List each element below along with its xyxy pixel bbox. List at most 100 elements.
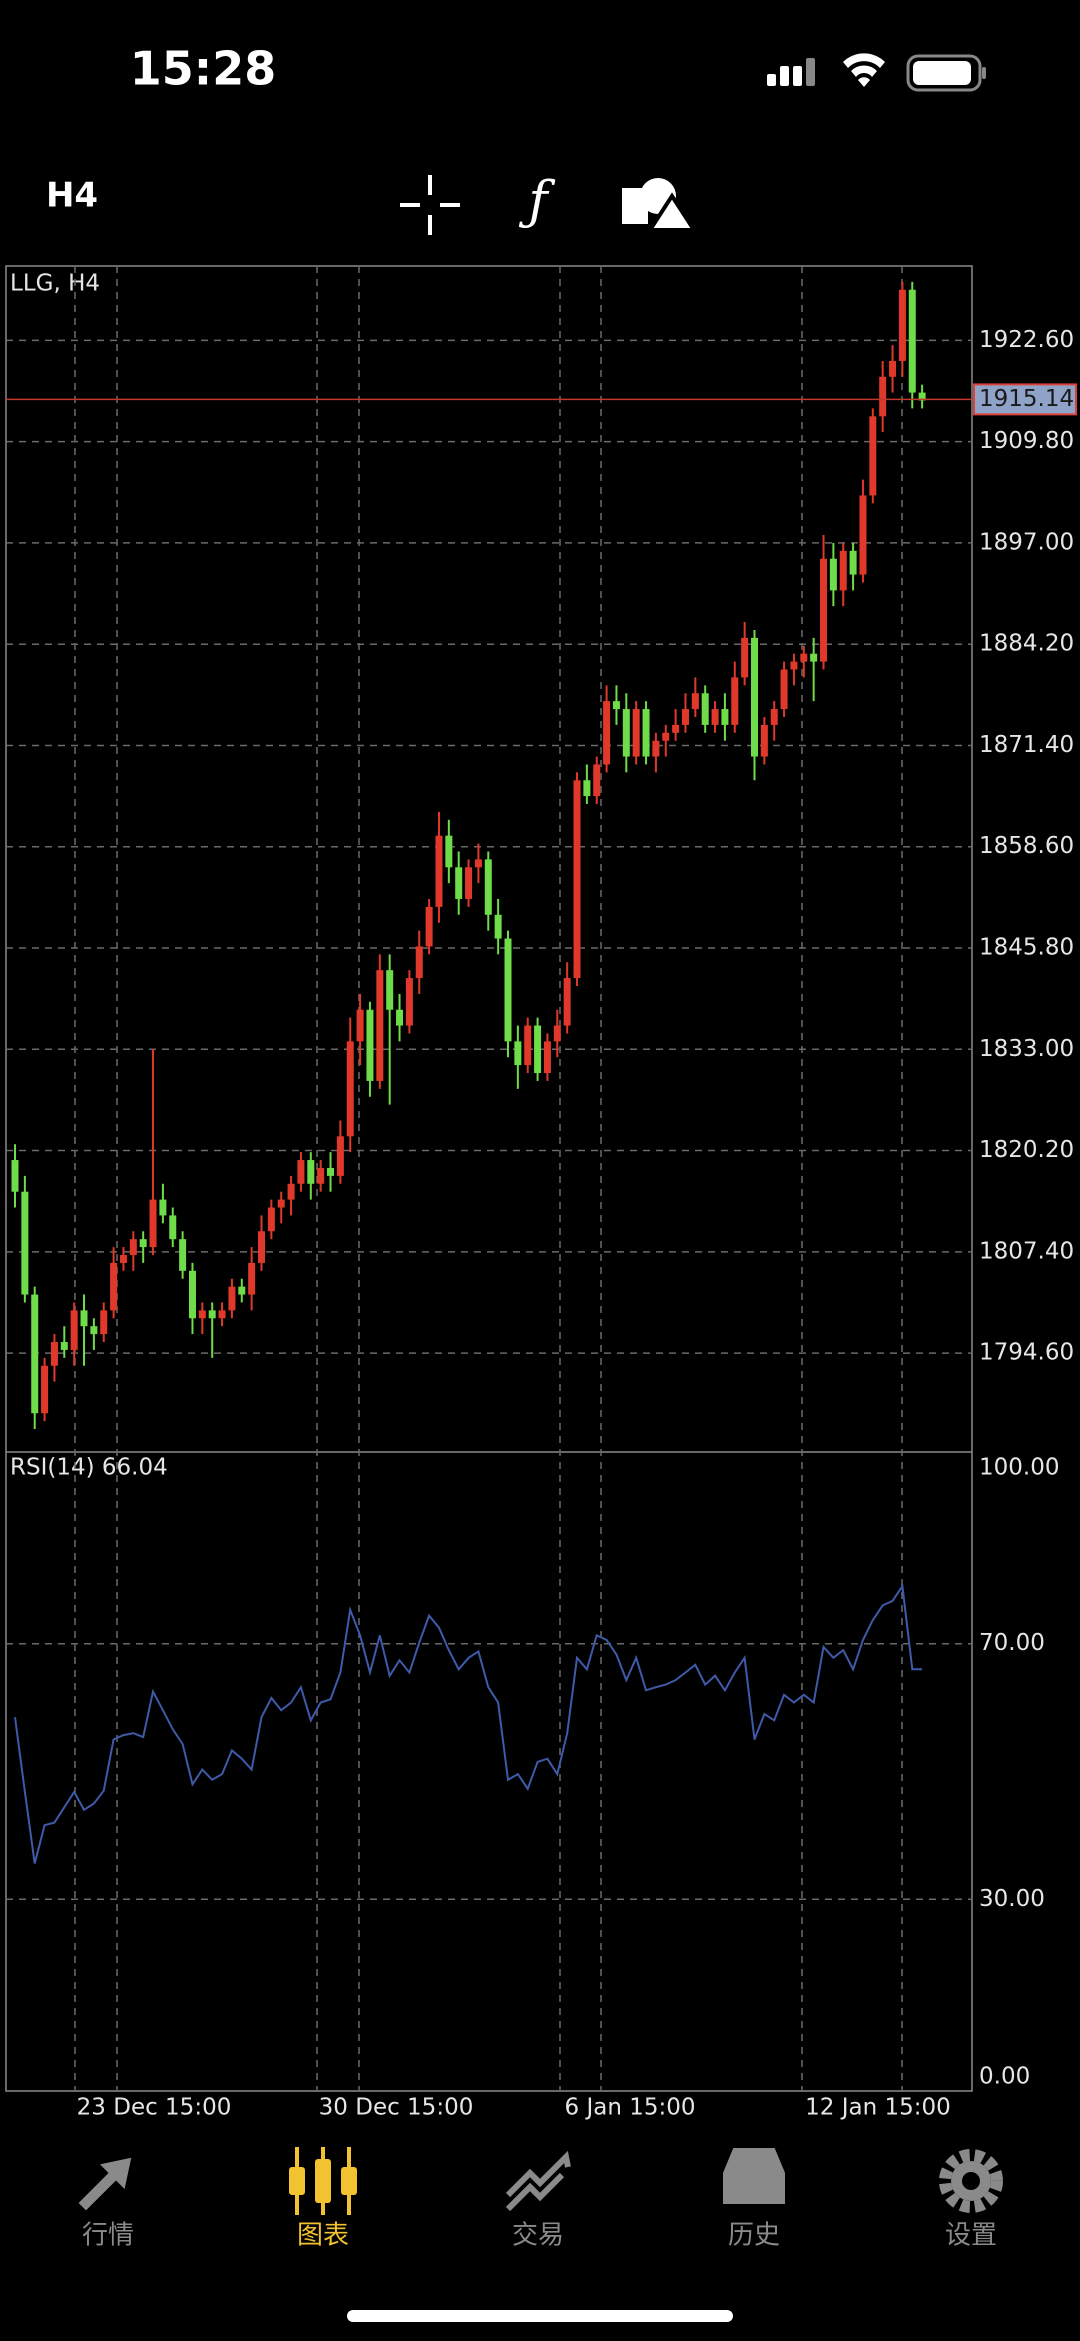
- candle-body: [307, 1160, 315, 1184]
- candle-body: [80, 1310, 88, 1327]
- tab-icon: [505, 2150, 571, 2212]
- candle-body: [445, 835, 453, 868]
- candle-body: [405, 978, 413, 1026]
- candle-body: [898, 289, 906, 361]
- candle-body: [711, 709, 719, 725]
- y-tick-label: 1807.40: [979, 1238, 1074, 1264]
- tab-icon: [78, 2157, 132, 2211]
- candle-body: [21, 1191, 29, 1295]
- candle-body: [514, 1041, 522, 1066]
- tab-icon: [962, 2172, 980, 2190]
- tab-label: 交易: [512, 2221, 564, 2251]
- objects-icon[interactable]: [622, 178, 698, 232]
- candle-body: [90, 1326, 98, 1335]
- y-tick-label: 1820.20: [979, 1137, 1074, 1163]
- candle-body: [188, 1270, 196, 1319]
- candle-body: [869, 416, 877, 496]
- candle-body: [484, 859, 492, 915]
- candle-body: [543, 1041, 551, 1074]
- candle-body: [800, 653, 808, 662]
- candle-body: [198, 1310, 206, 1319]
- candle-body: [238, 1286, 246, 1295]
- last-price-label: 1915.14: [979, 386, 1074, 412]
- candle-body: [208, 1310, 216, 1319]
- candle-body: [820, 558, 828, 662]
- candle-body: [672, 724, 680, 733]
- candle-body: [356, 1009, 364, 1042]
- candle-body: [770, 709, 778, 725]
- x-tick-label: 12 Jan 15:00: [805, 2095, 951, 2121]
- rsi-tick-label: 30.00: [979, 1886, 1045, 1912]
- tab[interactable]: 交易: [505, 2150, 571, 2251]
- chart-frame: [5, 265, 973, 2092]
- y-tick-label: 1922.60: [979, 327, 1074, 353]
- candle-body: [810, 653, 818, 662]
- candle-body: [603, 701, 611, 765]
- candle-body: [218, 1310, 226, 1319]
- candle-body: [60, 1342, 68, 1350]
- rsi-line: [14, 1583, 923, 1864]
- candle-body: [741, 637, 749, 678]
- candle-body: [455, 867, 463, 899]
- tab[interactable]: 历史: [723, 2148, 785, 2251]
- candle-body: [681, 709, 689, 725]
- candle-body: [563, 978, 571, 1026]
- candle-body: [129, 1239, 137, 1255]
- x-tick-label: 23 Dec 15:00: [77, 2095, 232, 2121]
- candle-body: [248, 1262, 256, 1295]
- candle-body: [731, 677, 739, 725]
- indicator-label: RSI(14) 66.04: [10, 1455, 168, 1481]
- candle-body: [504, 938, 512, 1042]
- tab-icon: [723, 2148, 785, 2204]
- y-tick-label: 1871.40: [979, 732, 1074, 758]
- status-icons: [767, 53, 986, 92]
- y-tick-label: 1833.00: [979, 1036, 1074, 1062]
- candle-body: [41, 1365, 49, 1414]
- candle-body: [366, 1009, 374, 1081]
- candle-body: [70, 1310, 78, 1350]
- candle-body: [908, 289, 916, 393]
- tab-label: 行情: [82, 2221, 134, 2251]
- candle-body: [849, 550, 857, 575]
- tab[interactable]: 设置: [939, 2149, 1003, 2251]
- candle-body: [751, 637, 758, 757]
- crosshair-icon[interactable]: [400, 175, 460, 235]
- candle-body: [110, 1262, 118, 1311]
- candle-body: [839, 550, 847, 591]
- candle-body: [159, 1199, 167, 1216]
- last-price-box: [973, 383, 1077, 416]
- y-tick-label: 1909.80: [979, 428, 1074, 454]
- candle-body: [760, 724, 768, 757]
- candle-body: [11, 1160, 19, 1192]
- candle-body: [297, 1160, 305, 1184]
- candle-body: [277, 1199, 285, 1208]
- candle-body: [879, 376, 887, 417]
- candle-body: [524, 1025, 532, 1066]
- candle-body: [386, 970, 394, 1010]
- candle-body: [228, 1286, 236, 1311]
- status-time: 15:28: [130, 42, 276, 96]
- rsi-tick-label: 0.00: [979, 2064, 1030, 2090]
- candle-body: [701, 693, 709, 725]
- candle-body: [465, 867, 473, 899]
- candle-body: [652, 740, 660, 757]
- tab[interactable]: 图表: [289, 2147, 357, 2251]
- candle-body: [396, 1009, 404, 1026]
- tab-label: 历史: [728, 2221, 780, 2251]
- candle-body: [573, 780, 581, 979]
- tab-label: 设置: [945, 2221, 997, 2251]
- tab-icon: [341, 2167, 357, 2195]
- candle-body: [327, 1167, 335, 1176]
- tab-icon: [289, 2167, 305, 2195]
- timeframe[interactable]: H4: [46, 176, 98, 216]
- candle-body: [119, 1254, 127, 1263]
- candle-body: [829, 558, 837, 591]
- tab-label: 图表: [297, 2221, 349, 2251]
- tab[interactable]: 行情: [78, 2157, 134, 2251]
- y-tick-label: 1884.20: [979, 631, 1074, 657]
- candle-body: [258, 1231, 265, 1263]
- tab-icon: [939, 2149, 1003, 2213]
- indicator-icon[interactable]: ƒ: [518, 172, 555, 232]
